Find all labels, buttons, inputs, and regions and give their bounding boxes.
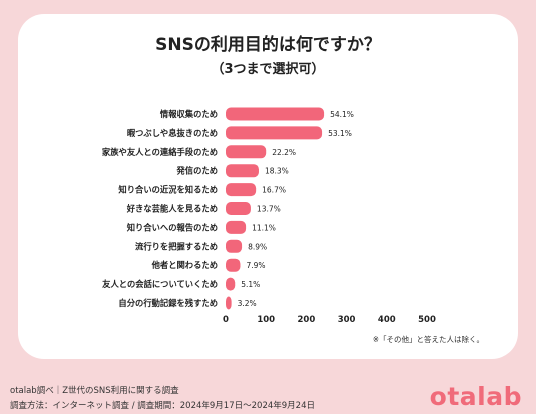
category-label: 自分の行動記録を残すため (118, 298, 218, 308)
data-label: 54.1% (330, 110, 354, 119)
bar (226, 277, 236, 291)
data-label: 11.1% (252, 223, 276, 232)
bar (226, 220, 247, 234)
x-tick-label: 0 (223, 315, 229, 325)
source-line: otalab調べ｜Z世代のSNS利用に関する調査 (10, 386, 179, 396)
category-label: 情報収集のため (160, 109, 218, 119)
bar (226, 239, 243, 253)
data-label: 5.1% (241, 280, 260, 289)
survey-info-line: 調査方法：インターネット調査 / 調査期間：2024年9月17日〜2024年9月… (10, 401, 315, 411)
bar (226, 202, 251, 215)
category-label: 友人との会話についていくため (101, 279, 218, 289)
x-tick-label: 400 (378, 315, 396, 325)
data-label: 18.3% (265, 167, 289, 176)
category-label: 流行りを把握するため (135, 241, 218, 251)
x-tick-label: 200 (298, 315, 316, 325)
bar (226, 296, 232, 310)
data-label: 3.2% (238, 299, 257, 308)
category-label: 暇つぶしや息抜きのため (127, 128, 218, 138)
data-label: 8.9% (248, 242, 267, 251)
category-label: 発信のため (176, 166, 219, 176)
data-label: 16.7% (262, 186, 286, 195)
data-label: 7.9% (246, 261, 265, 270)
x-tick-label: 300 (338, 315, 356, 325)
chart-title: SNSの利用目的は何ですか？ (155, 35, 381, 55)
category-label: 他者と関わるため (151, 260, 218, 270)
bar (226, 126, 323, 140)
category-label: 知り合いの近況を知るため (118, 185, 218, 195)
chart-card (18, 14, 518, 359)
chart-subtitle: （3つまで選択可） (211, 62, 325, 77)
category-label: 好きな芸能人を見るため (126, 204, 218, 214)
data-label: 53.1% (328, 129, 352, 138)
x-tick-label: 500 (418, 315, 436, 325)
bar (226, 258, 241, 272)
otalab-logo: otalab (429, 382, 522, 411)
category-label: 家族や友人との連絡手段のため (102, 147, 218, 157)
bar (226, 183, 257, 197)
x-tick-label: 100 (257, 315, 275, 325)
data-label: 13.7% (257, 205, 281, 214)
bar (226, 145, 267, 159)
footnote: ※「その他」と答えた人は除く。 (372, 335, 484, 344)
data-label: 22.2% (272, 148, 296, 157)
bar (226, 107, 325, 121)
category-label: 知り合いへの報告のため (127, 222, 218, 232)
bar (226, 164, 259, 178)
